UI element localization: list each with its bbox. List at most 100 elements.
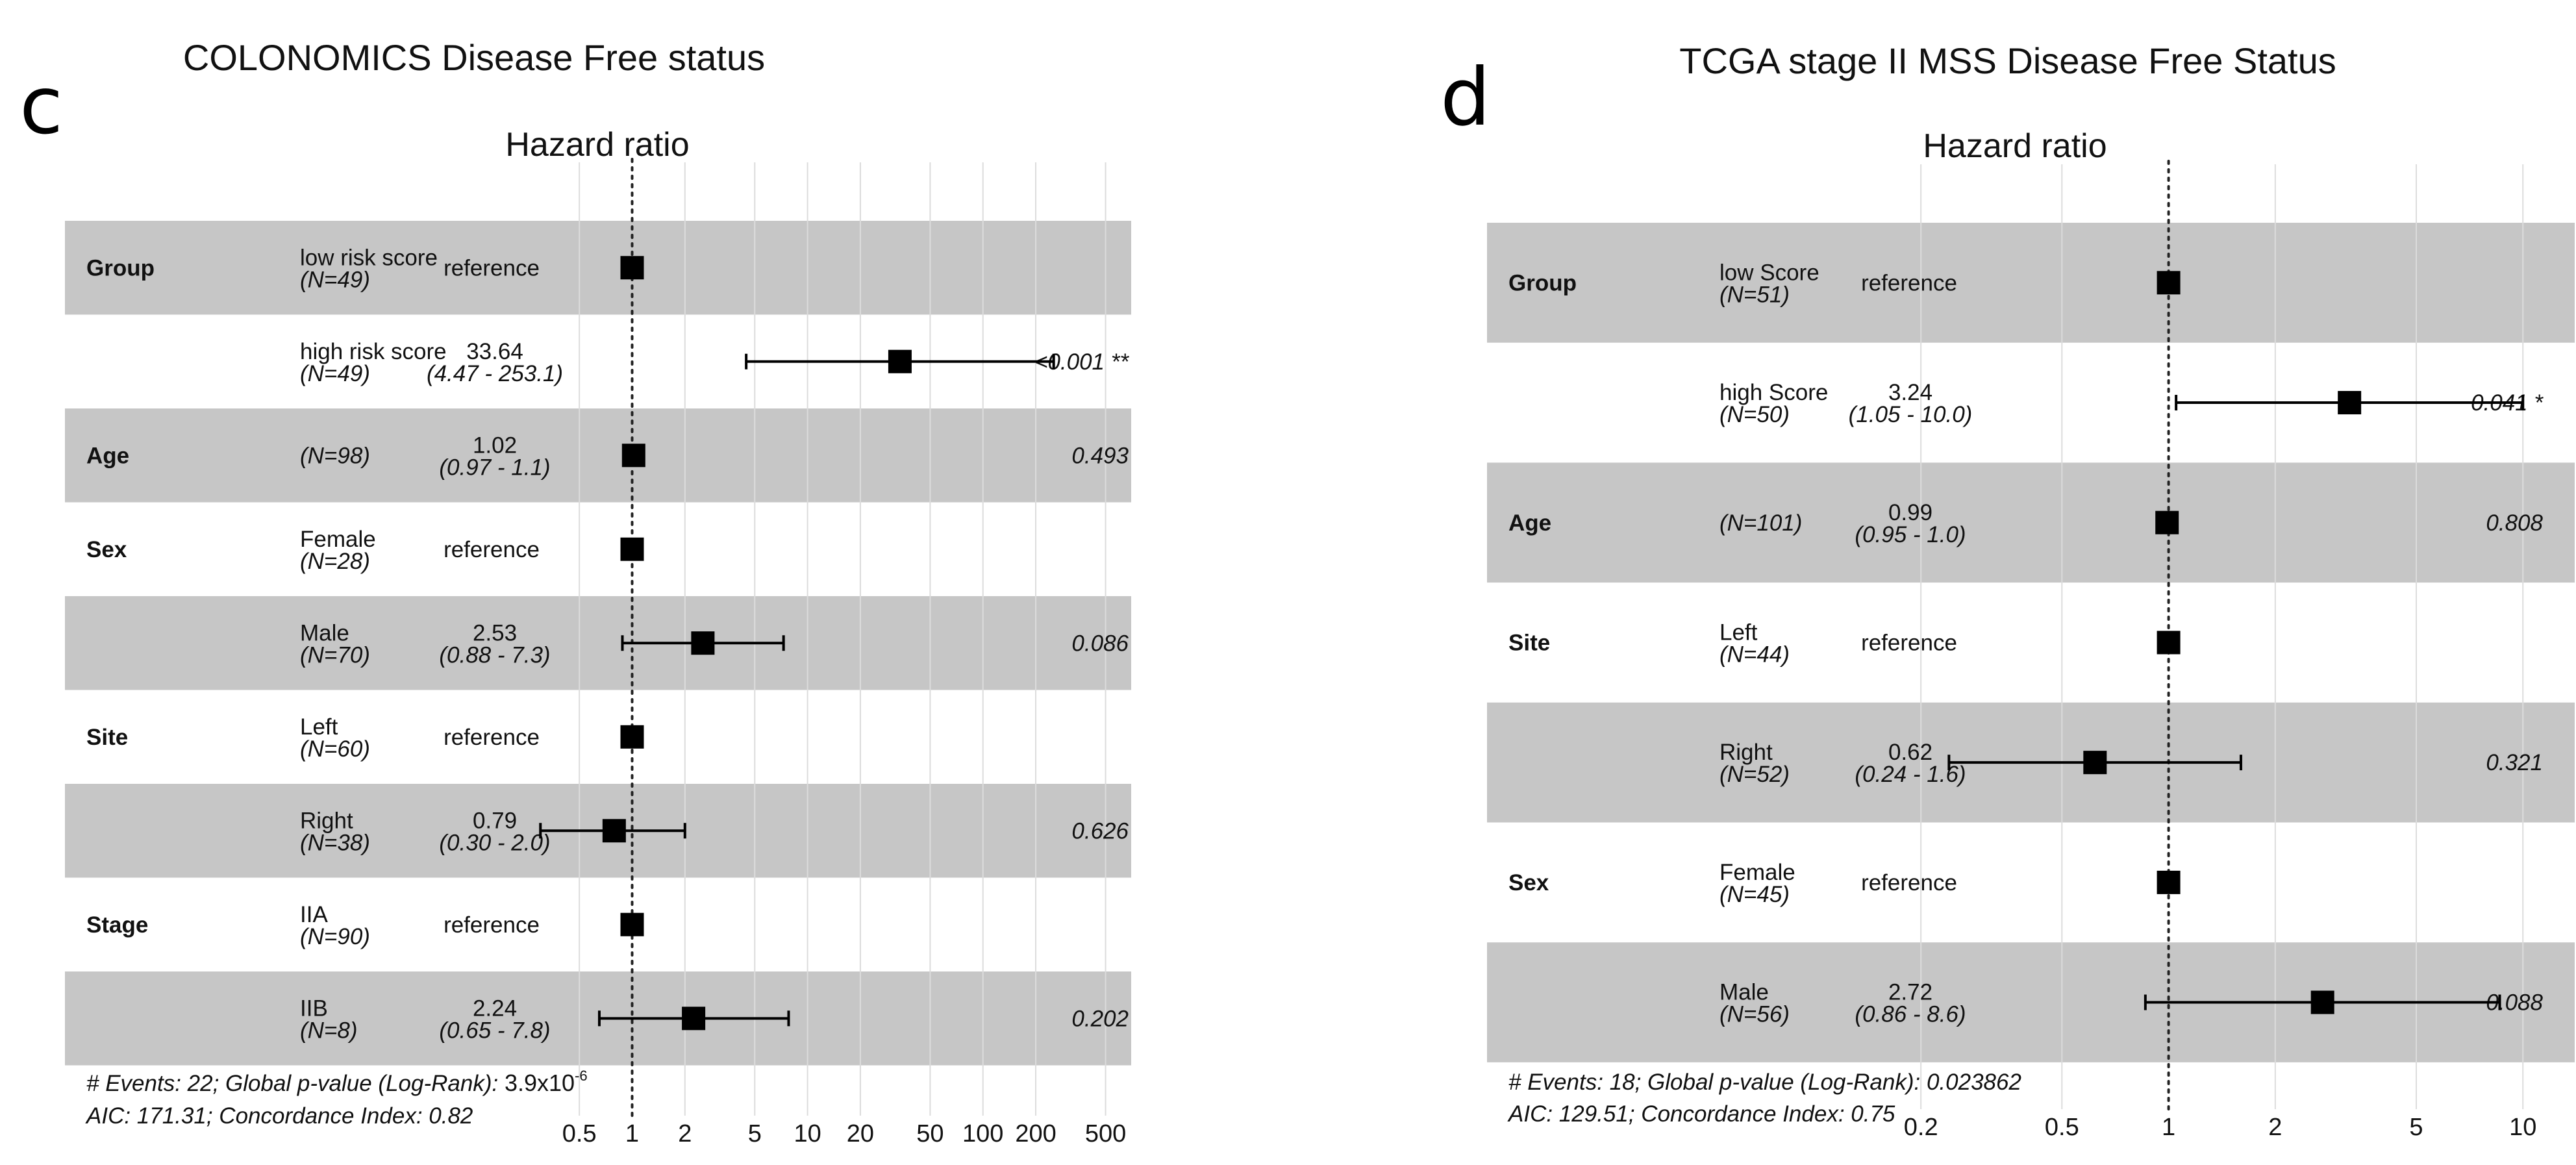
- row-level: Male: [1719, 980, 1769, 1005]
- row-level: IIA: [300, 902, 328, 927]
- x-tick-label: 5: [2409, 1114, 2423, 1141]
- row-shade: [1487, 223, 2575, 343]
- x-tick-label: 10: [2509, 1114, 2536, 1141]
- row-n: (N=38): [300, 830, 370, 855]
- row-ci: (1.05 - 10.0): [1849, 402, 1973, 427]
- hr-marker: [2157, 271, 2181, 295]
- row-ci: (0.97 - 1.1): [439, 455, 550, 480]
- row-n: (N=90): [300, 924, 370, 949]
- x-tick-label: 5: [748, 1120, 762, 1147]
- row-ci: (0.65 - 7.8): [439, 1018, 550, 1043]
- row-level: Left: [300, 714, 338, 740]
- row-pvalue: 0.808: [2486, 510, 2543, 536]
- x-tick-label: 2: [2268, 1114, 2282, 1141]
- row-variable: Site: [86, 725, 128, 750]
- row-hr: reference: [444, 912, 540, 938]
- hr-marker: [682, 1007, 706, 1031]
- row-hr: 0.79: [473, 808, 517, 833]
- x-tick-label: 100: [962, 1120, 1003, 1147]
- hr-marker: [2157, 631, 2181, 655]
- row-shade: [65, 408, 1131, 503]
- hr-marker: [888, 349, 912, 373]
- row-n: (N=45): [1719, 882, 1790, 907]
- row-variable: Stage: [86, 912, 148, 938]
- row-pvalue: 0.202: [1071, 1006, 1129, 1031]
- row-n: (N=101): [1719, 510, 1802, 536]
- panel-letter: c: [19, 60, 63, 152]
- hr-marker: [2083, 751, 2107, 775]
- axis-title: Hazard ratio: [505, 126, 689, 164]
- x-tick-label: 1: [2162, 1114, 2175, 1141]
- x-tick-label: 500: [1085, 1120, 1126, 1147]
- x-tick-label: 0.5: [562, 1120, 597, 1147]
- hr-marker: [2155, 510, 2179, 534]
- x-tick-label: 20: [847, 1120, 874, 1147]
- footer-global-pvalue-exponent: -6: [575, 1068, 588, 1084]
- x-tick-label: 1: [625, 1120, 639, 1147]
- row-n: (N=60): [300, 736, 370, 762]
- footer-global-pvalue: 3.9x10: [505, 1070, 575, 1096]
- x-tick-label: 200: [1015, 1120, 1056, 1147]
- row-ci: (0.88 - 7.3): [439, 642, 550, 668]
- row-n: (N=70): [300, 642, 370, 668]
- row-variable: Site: [1508, 630, 1550, 655]
- axis-title: Hazard ratio: [1923, 127, 2107, 165]
- row-hr: reference: [1861, 270, 1957, 295]
- chart-title: TCGA stage II MSS Disease Free Status: [1679, 40, 2336, 81]
- row-ci: (0.24 - 1.6): [1855, 762, 1966, 787]
- row-n: (N=50): [1719, 402, 1790, 427]
- row-hr: 0.62: [1888, 740, 1932, 765]
- row-hr: 3.24: [1888, 380, 1932, 405]
- row-hr: 2.24: [473, 996, 517, 1021]
- row-hr: reference: [444, 537, 540, 562]
- hr-marker: [691, 631, 715, 655]
- row-n: (N=98): [300, 443, 370, 468]
- row-level: Left: [1719, 620, 1758, 645]
- x-tick-label: 10: [794, 1120, 821, 1147]
- row-hr: reference: [1861, 630, 1957, 655]
- row-hr: 33.64: [466, 339, 523, 364]
- row-shade: [65, 596, 1131, 690]
- footer-aic: AIC: 171.31; Concordance Index: 0.82: [85, 1103, 473, 1129]
- row-hr: 2.53: [473, 620, 517, 645]
- row-shade: [1487, 462, 2575, 583]
- panel-letter: d: [1440, 51, 1490, 144]
- row-level: Female: [1719, 860, 1795, 885]
- hr-marker: [620, 256, 644, 280]
- row-ci: (4.47 - 253.1): [427, 361, 563, 386]
- row-n: (N=8): [300, 1018, 358, 1043]
- row-pvalue: 0.626: [1071, 818, 1129, 844]
- row-hr: 1.02: [473, 432, 517, 458]
- x-tick-label: 2: [678, 1120, 692, 1147]
- x-tick-label: 50: [916, 1120, 944, 1147]
- row-variable: Group: [1508, 270, 1577, 295]
- row-n: (N=28): [300, 549, 370, 574]
- row-variable: Age: [86, 443, 129, 468]
- row-level: Male: [300, 620, 349, 645]
- row-level: Right: [300, 808, 353, 833]
- row-pvalue: 0.086: [1071, 631, 1129, 656]
- row-variable: Age: [1508, 510, 1551, 536]
- row-n: (N=51): [1719, 282, 1790, 307]
- row-level: low Score: [1719, 260, 1819, 285]
- chart-title: COLONOMICS Disease Free status: [183, 37, 765, 78]
- row-hr: reference: [1861, 870, 1957, 896]
- x-tick-label: 0.5: [2045, 1114, 2079, 1141]
- footer-aic: AIC: 129.51; Concordance Index: 0.75: [1507, 1101, 1895, 1127]
- footer-events-text: # Events: 22; Global p-value (Log-Rank):: [86, 1071, 505, 1096]
- row-level: Female: [300, 527, 376, 552]
- row-hr: 0.99: [1888, 500, 1932, 525]
- row-level: high Score: [1719, 380, 1828, 405]
- row-level: high risk score: [300, 339, 447, 364]
- row-ci: (0.30 - 2.0): [439, 830, 550, 855]
- row-ci: (0.95 - 1.0): [1855, 522, 1966, 547]
- row-n: (N=44): [1719, 642, 1790, 667]
- row-level: Right: [1719, 740, 1773, 765]
- footer-events: # Events: 22; Global p-value (Log-Rank):…: [86, 1068, 588, 1096]
- row-level: IIB: [300, 996, 328, 1021]
- row-pvalue: 0.493: [1071, 443, 1129, 468]
- footer-events: # Events: 18; Global p-value (Log-Rank):…: [1508, 1070, 2021, 1095]
- hr-marker: [2338, 391, 2362, 415]
- row-n: (N=52): [1719, 762, 1790, 787]
